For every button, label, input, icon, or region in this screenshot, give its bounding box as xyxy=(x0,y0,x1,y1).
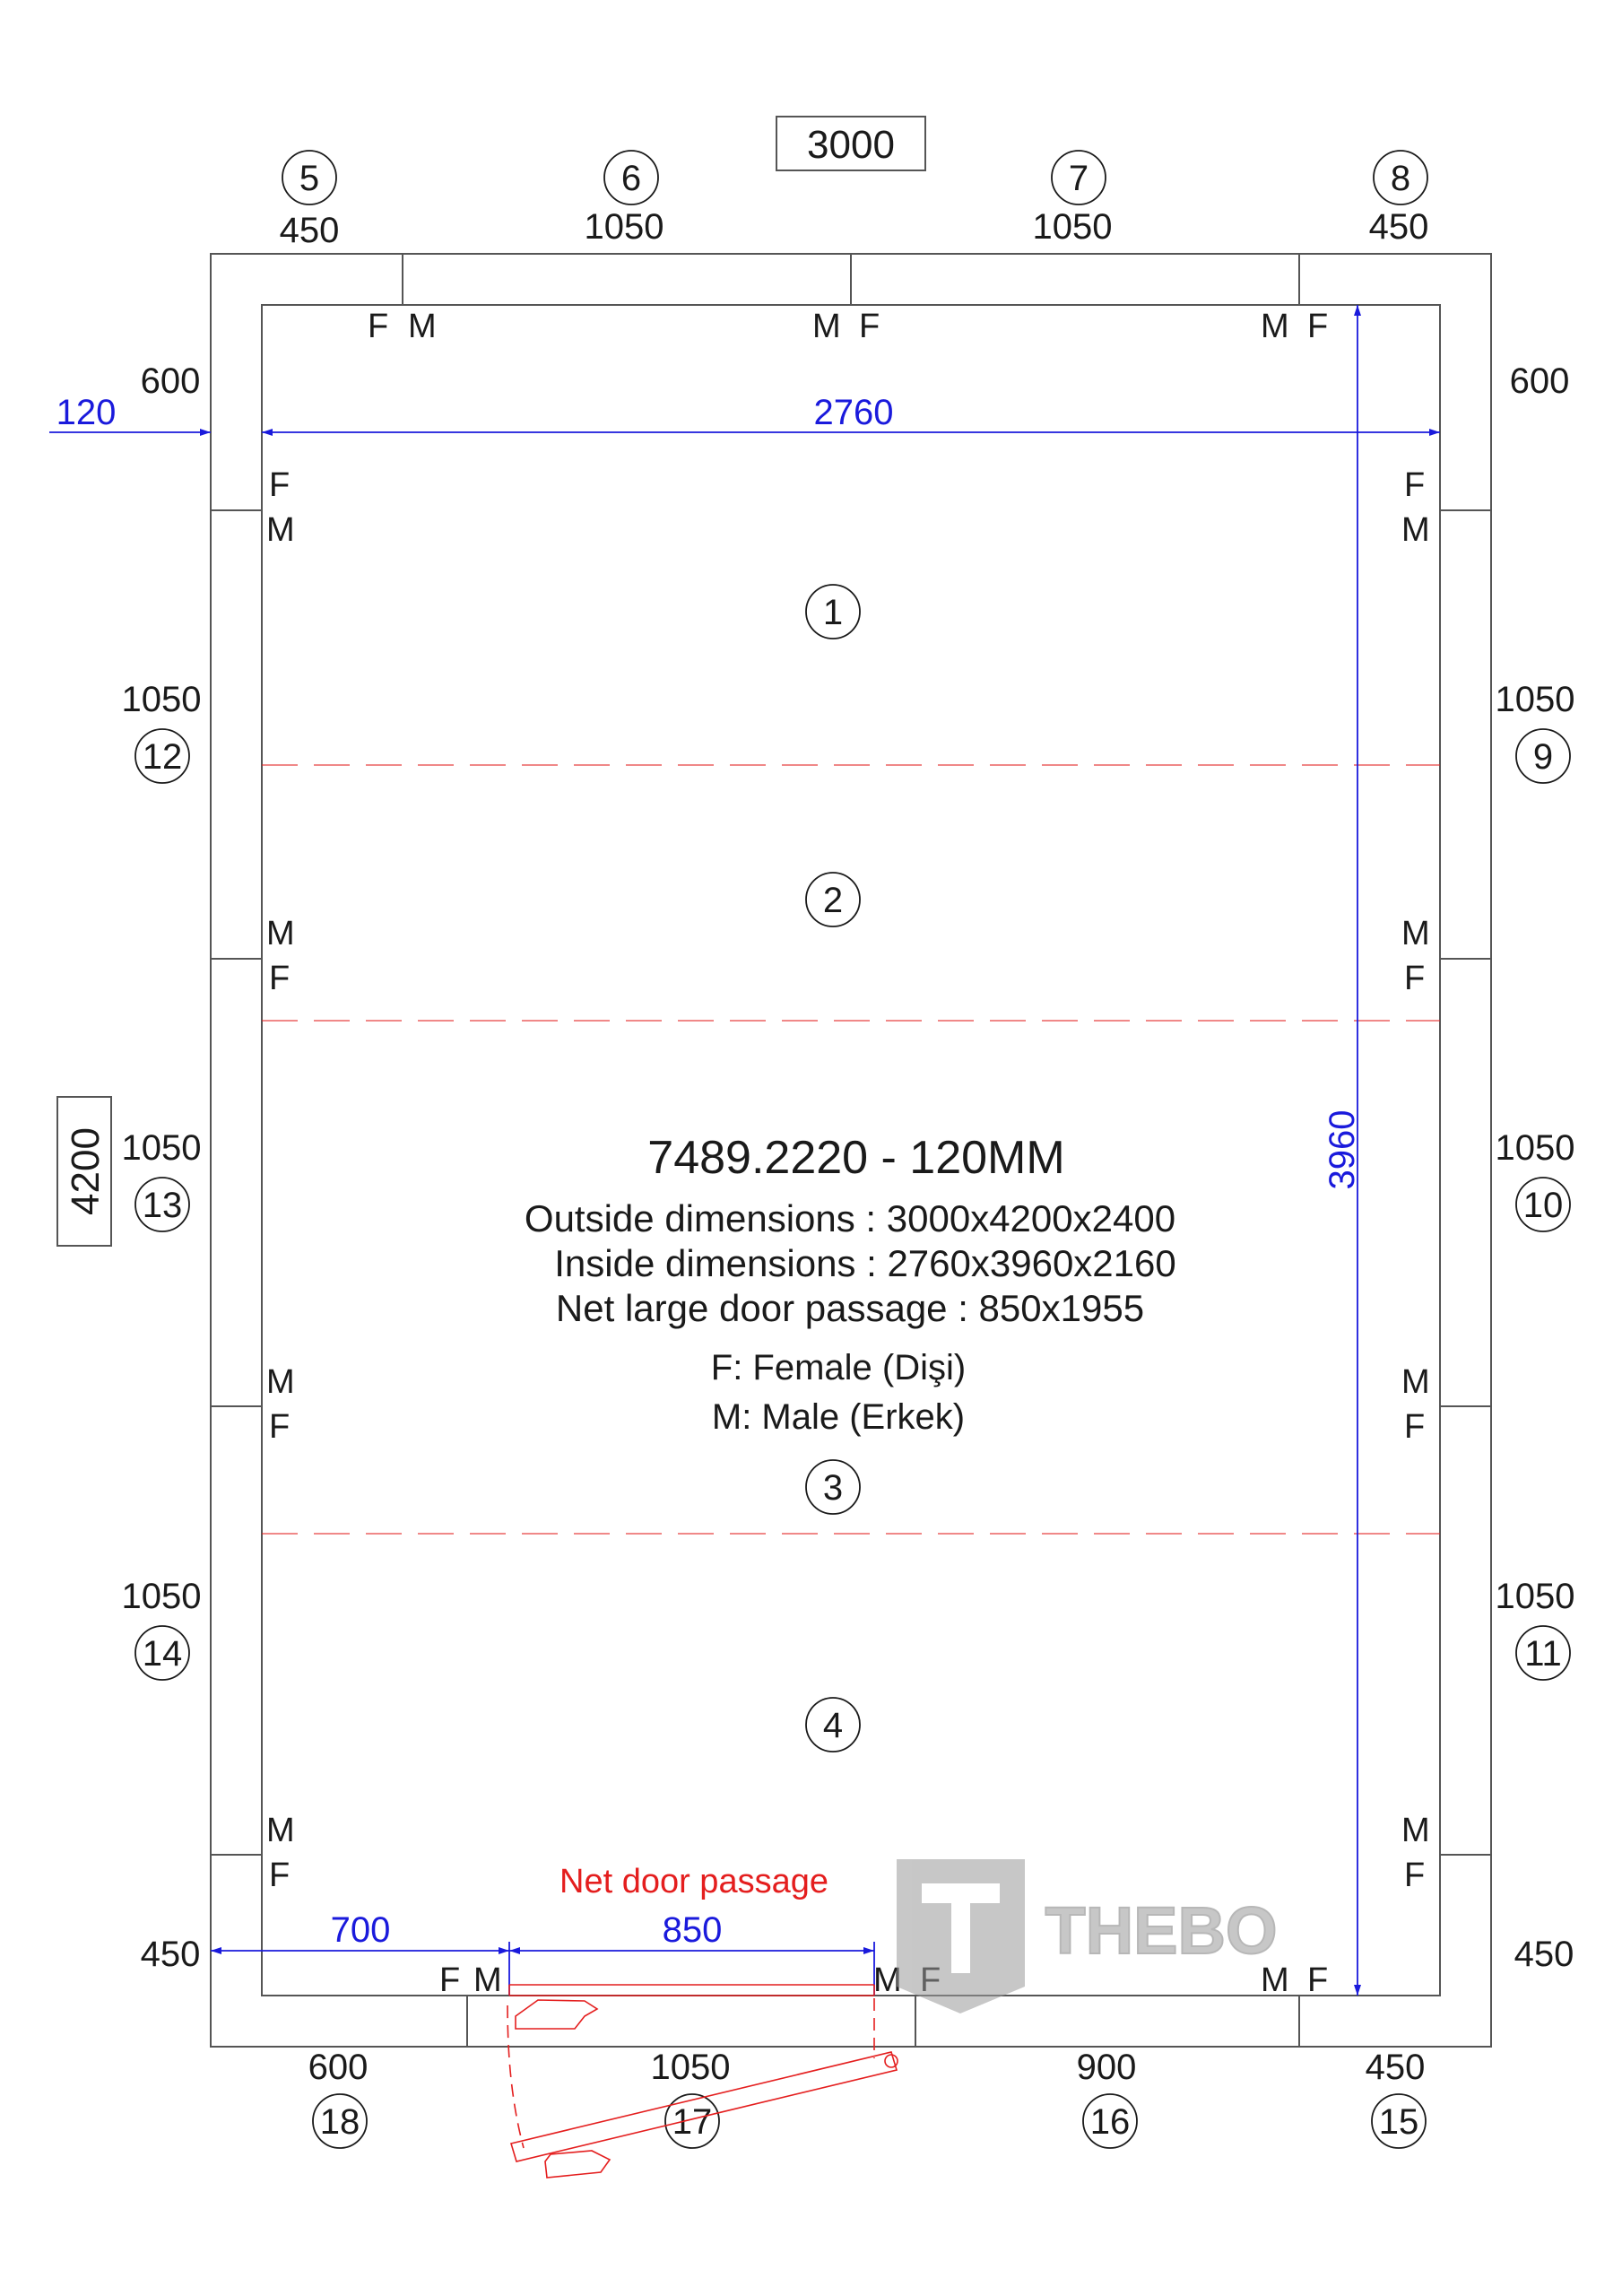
connector-male: M xyxy=(1261,1961,1289,1999)
connector-female: F xyxy=(1404,466,1425,504)
panel-length: 450 xyxy=(1366,2048,1426,2087)
door-width-value: 850 xyxy=(663,1910,723,1950)
panel-number-circles xyxy=(134,150,1571,2149)
connector-female: F xyxy=(1404,1857,1425,1894)
connector-female: F xyxy=(269,960,290,997)
product-code: 7489.2220 - 120MM xyxy=(647,1132,1064,1184)
connector-labels: F M M F M F F M M F M F M F F M M F M F … xyxy=(266,308,1430,1999)
connector-female: F xyxy=(1404,960,1425,997)
connector-male: M xyxy=(473,1961,502,1999)
connector-female: F xyxy=(269,466,290,504)
panel-length: 1050 xyxy=(1033,207,1113,247)
outside-dimensions: Outside dimensions : 3000x4200x2400 xyxy=(525,1197,1175,1239)
connector-male: M xyxy=(1401,1363,1430,1401)
connector-male: M xyxy=(266,1812,295,1849)
legend-male: M: Male (Erkek) xyxy=(712,1397,965,1437)
panel-number: 11 xyxy=(1524,1634,1562,1674)
logo-text: THEBO xyxy=(1045,1893,1278,1968)
door-passage-label: Net door passage xyxy=(559,1863,828,1900)
panel-length: 1050 xyxy=(651,2048,731,2087)
connector-female: F xyxy=(859,308,880,345)
inside-width-value: 2760 xyxy=(814,393,894,432)
floor-panel-number: 4 xyxy=(823,1706,843,1745)
connector-female: F xyxy=(1307,1961,1328,1999)
inside-dimensions: Inside dimensions : 2760x3960x2160 xyxy=(554,1242,1176,1284)
panel-number: 18 xyxy=(320,2102,360,2142)
panel-joints xyxy=(211,254,1491,2047)
top-panels: 5 6 7 8 450 1050 1050 450 xyxy=(280,159,1429,250)
panel-number: 16 xyxy=(1090,2102,1131,2142)
panel-length: 450 xyxy=(1369,207,1429,247)
dimension-values: 120 2760 3960 700 850 xyxy=(56,393,1362,1950)
connector-male: M xyxy=(266,511,295,549)
panel-length: 900 xyxy=(1077,2048,1137,2087)
connector-male: M xyxy=(266,915,295,952)
panel-length: 1050 xyxy=(1496,1577,1575,1616)
corner-length-top-right: 600 xyxy=(1510,361,1570,401)
panel-number: 12 xyxy=(143,737,183,777)
panel-number: 7 xyxy=(1069,159,1089,198)
right-panels: 1050 1050 1050 9 10 11 xyxy=(1496,680,1575,1674)
connector-male: M xyxy=(408,308,437,345)
bottom-panels: 450 900 1050 600 15 16 17 18 xyxy=(308,2048,1426,2142)
thebo-logo: THEBO xyxy=(897,1859,1279,2013)
dimension-lines xyxy=(49,305,1440,1996)
floor-panel-number: 2 xyxy=(823,881,843,920)
connector-female: F xyxy=(439,1961,460,1999)
panel-number: 6 xyxy=(621,159,641,198)
info-block: 7489.2220 - 120MM Outside dimensions : 3… xyxy=(525,1132,1176,1437)
panel-number: 14 xyxy=(143,1634,183,1674)
corner-length-bottom-left: 450 xyxy=(141,1935,201,1974)
panel-length: 1050 xyxy=(122,1577,202,1616)
connector-female: F xyxy=(1307,308,1328,345)
panel-length: 600 xyxy=(308,2048,369,2087)
panel-number: 5 xyxy=(299,159,319,198)
floor-panel-seams xyxy=(262,764,1440,1535)
door-passage-dimensions: Net large door passage : 850x1955 xyxy=(556,1287,1144,1329)
corner-length-top-left: 600 xyxy=(141,361,201,401)
connector-female: F xyxy=(269,1857,290,1894)
inside-length-value: 3960 xyxy=(1323,1110,1362,1190)
connector-male: M xyxy=(812,308,841,345)
connector-male: M xyxy=(1261,308,1289,345)
wall-thickness-value: 120 xyxy=(56,393,117,432)
panel-number: 10 xyxy=(1523,1186,1564,1225)
connector-female: F xyxy=(368,308,388,345)
door-symbol xyxy=(507,1984,898,2179)
connector-male: M xyxy=(1401,915,1430,952)
panel-number: 15 xyxy=(1379,2102,1419,2142)
floor-panel-numbers: 1 2 3 4 xyxy=(823,593,843,1745)
panel-number: 9 xyxy=(1533,737,1553,777)
panel-number: 8 xyxy=(1391,159,1410,198)
corner-length-bottom-right: 450 xyxy=(1514,1935,1574,1974)
connector-male: M xyxy=(1401,1812,1430,1849)
panel-length: 1050 xyxy=(122,1128,202,1168)
door-offset-value: 700 xyxy=(331,1910,391,1950)
overall-length-label: 4200 xyxy=(64,1127,108,1215)
floor-panel-number: 3 xyxy=(823,1468,843,1508)
floor-panel-number: 1 xyxy=(823,593,843,632)
panel-length: 1050 xyxy=(122,680,202,719)
left-panels: 1050 1050 1050 12 13 14 xyxy=(122,680,202,1674)
overall-width-box: 3000 xyxy=(776,116,926,171)
connector-female: F xyxy=(269,1408,290,1446)
connector-female: F xyxy=(1404,1408,1425,1446)
overall-length-box: 4200 xyxy=(56,1096,112,1247)
connector-male: M xyxy=(266,1363,295,1401)
panel-number: 13 xyxy=(143,1186,183,1225)
panel-length: 1050 xyxy=(1496,680,1575,719)
panel-length: 450 xyxy=(280,211,340,250)
panel-length: 1050 xyxy=(1496,1128,1575,1168)
overall-width-label: 3000 xyxy=(807,123,895,167)
panel-length: 1050 xyxy=(585,207,664,247)
corner-lengths: 600 600 450 450 xyxy=(141,361,1574,1974)
connector-male: M xyxy=(1401,511,1430,549)
legend-female: F: Female (Dişi) xyxy=(711,1348,966,1387)
